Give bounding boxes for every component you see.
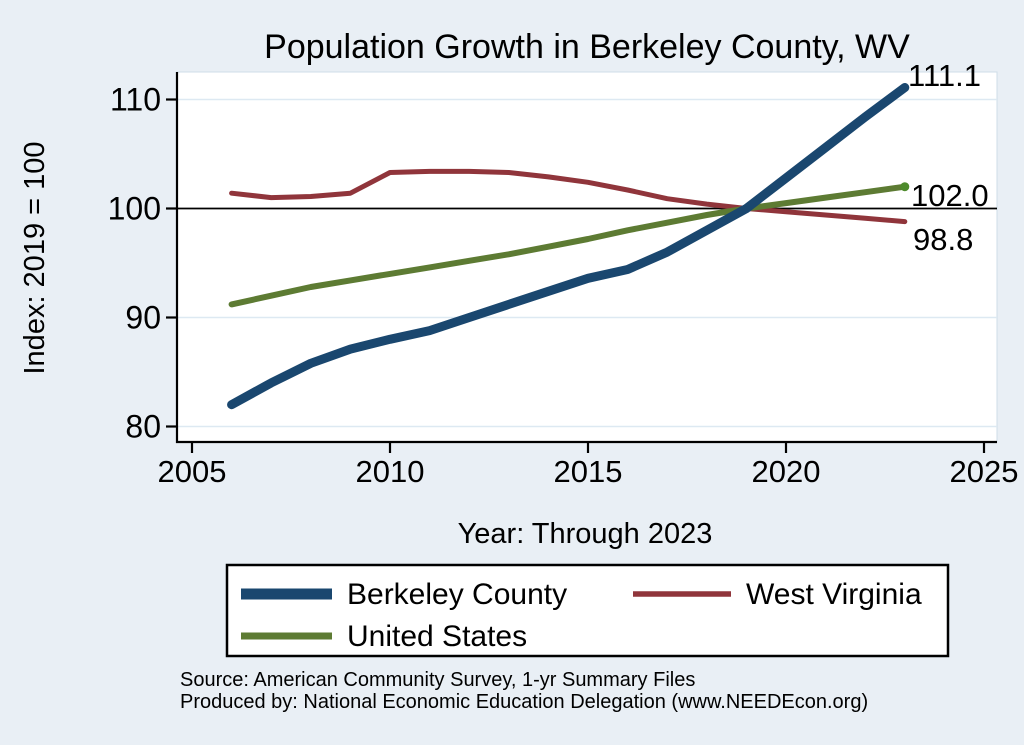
- legend-label-united-states: United States: [347, 620, 527, 653]
- y-tick-label-80: 80: [125, 409, 161, 445]
- legend-box: [225, 563, 950, 658]
- y-tick-label-110: 110: [110, 82, 161, 118]
- chart-title: Population Growth in Berkeley County, WV: [264, 28, 910, 66]
- source-line-2: Produced by: National Economic Education…: [180, 691, 868, 713]
- series-lines: [227, 83, 910, 410]
- axis-tick-labels: 80 90 100 110 2005 2010 2015 2020 2025: [108, 82, 1019, 490]
- y-tick-label-100: 100: [108, 191, 161, 227]
- x-axis-title: Year: Through 2023: [458, 518, 713, 550]
- plot-area: [176, 71, 998, 443]
- legend: Berkeley County West Virginia United Sta…: [225, 563, 950, 658]
- series-line-berkeley-county: [227, 83, 910, 410]
- y-axis-title: Index: 2019 = 100: [19, 141, 51, 374]
- x-tick-label-2015: 2015: [554, 454, 623, 489]
- us-end-marker-dot: [900, 182, 910, 192]
- annotation-wv-end-value: 98.8: [913, 222, 973, 257]
- legend-label-west-virginia: West Virginia: [746, 578, 922, 611]
- x-tick-label-2005: 2005: [158, 454, 227, 489]
- axis-tick-marks: [166, 98, 986, 453]
- x-tick-label-2025: 2025: [950, 454, 1019, 489]
- annotation-berkeley-end-value: 111.1: [908, 58, 981, 93]
- series-line-west-virginia: [229, 168, 908, 225]
- series-line-united-states: [228, 183, 908, 308]
- legend-label-berkeley: Berkeley County: [347, 578, 567, 611]
- x-tick-label-2020: 2020: [752, 454, 821, 489]
- y-tick-label-90: 90: [125, 300, 161, 336]
- x-tick-label-2010: 2010: [356, 454, 425, 489]
- source-line-1: Source: American Community Survey, 1-yr …: [180, 669, 695, 691]
- annotation-us-end-value: 102.0: [911, 178, 989, 213]
- gridlines: [177, 98, 997, 428]
